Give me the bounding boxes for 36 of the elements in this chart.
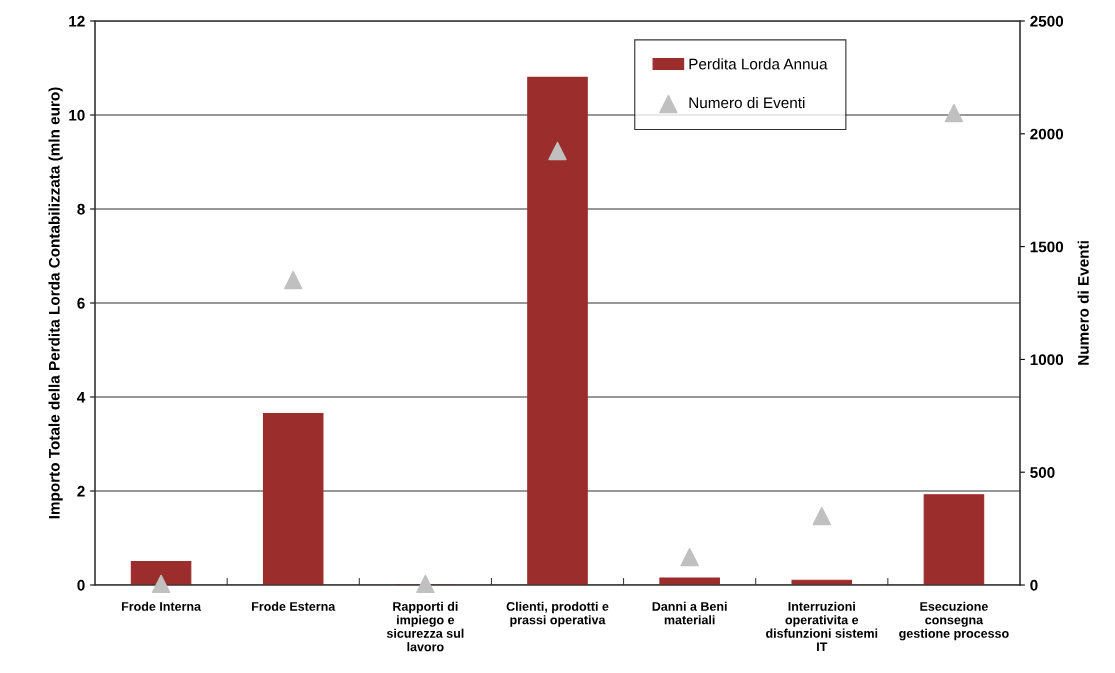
point: [284, 270, 303, 290]
bar: [527, 76, 588, 585]
y-tick-label: 10: [69, 109, 85, 121]
y-axis-title: Importo Totale della Perdita Lorda Contabilizzata (mln euro): [48, 87, 63, 519]
y-tick-label: 8: [77, 203, 85, 215]
y2-tick-label: 2500: [1030, 15, 1064, 27]
point: [416, 574, 435, 594]
point: [944, 103, 964, 123]
bar: [262, 412, 324, 585]
x-tick-label: Esecuzione consegna gestione processo: [899, 601, 1009, 641]
y-tick-label: 6: [77, 297, 85, 309]
point: [548, 141, 567, 161]
y-tick-label: 4: [77, 392, 86, 403]
bar: [659, 577, 720, 585]
y2-tick-label: 0: [1030, 579, 1038, 591]
y-tick-label: 2: [77, 485, 85, 497]
point: [680, 547, 699, 567]
x-tick-label: Danni a Beni materiali: [652, 601, 727, 625]
y2-tick-label: 1000: [1030, 354, 1064, 366]
bar: [130, 560, 192, 585]
bar: [923, 494, 985, 585]
x-tick-label: Clienti, prodotti e prassi operativa: [506, 601, 609, 627]
point: [812, 506, 831, 526]
y2-tick-label: 500: [1030, 467, 1055, 478]
y2-axis-title: Numero di Eventi: [1077, 241, 1089, 365]
y-tick-label: 0: [77, 579, 85, 591]
x-tick-label: Frode Esterna: [252, 601, 336, 611]
legend-label: Perdita Lorda Annua: [689, 58, 828, 70]
x-tick-label: Rapporti di impiego e sicurezza sul lavoro: [386, 601, 464, 652]
x-tick-label: Interruzioni operativita e disfunzioni sistemi IT: [766, 601, 878, 652]
y2-tick-label: 2000: [1030, 128, 1064, 140]
point: [151, 574, 171, 594]
y2-tick-label: 1500: [1030, 241, 1064, 253]
legend-label: Numero di Eventi: [689, 96, 805, 109]
x-tick-label: Frode Interna: [121, 601, 202, 611]
y-tick-label: 12: [69, 15, 85, 27]
